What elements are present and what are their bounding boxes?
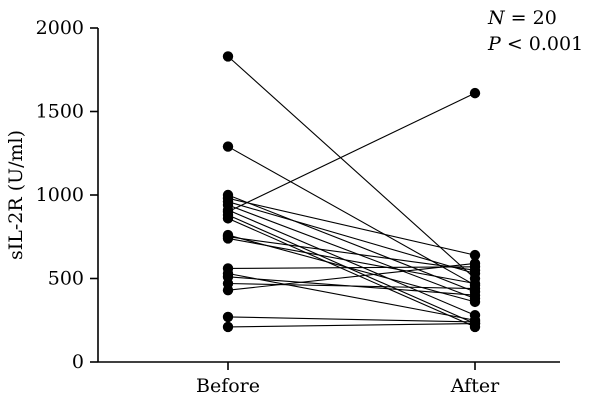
subject-line — [227, 282, 476, 290]
y-tick-label: 2000 — [36, 17, 84, 39]
before-point — [222, 284, 234, 296]
subject-line — [227, 55, 476, 279]
x-axis-ticks: Before After — [196, 362, 500, 397]
subject-line — [227, 217, 476, 328]
subject-line — [227, 323, 476, 328]
subject-line — [227, 201, 476, 275]
subject-line — [227, 316, 476, 323]
after-point — [469, 283, 481, 294]
after-point — [469, 249, 481, 261]
x-tick-label: After — [450, 375, 500, 397]
y-tick-label: 1500 — [36, 101, 84, 123]
x-tick-label: Before — [196, 375, 260, 397]
subject-line — [227, 92, 476, 213]
before-point — [222, 51, 234, 62]
plot-points — [222, 51, 481, 333]
before-point — [222, 311, 234, 323]
before-point — [222, 213, 234, 224]
p-annotation: P < 0.001 — [487, 33, 583, 55]
y-tick-label: 500 — [48, 268, 84, 290]
y-axis-label: sIL-2R (U/ml) — [5, 130, 27, 260]
subject-line — [227, 236, 476, 271]
y-axis-ticks: 0 500 1000 1500 2000 — [36, 17, 98, 373]
subject-line — [227, 237, 476, 285]
plot-lines — [227, 55, 476, 328]
subject-line — [227, 262, 476, 291]
before-point — [222, 141, 234, 152]
n-annotation: N = 20 — [487, 7, 557, 29]
after-point — [469, 258, 481, 269]
subject-line — [227, 272, 476, 321]
subject-line — [227, 209, 476, 316]
subject-line — [227, 204, 476, 300]
subject-line — [227, 197, 476, 256]
subject-line — [227, 214, 476, 325]
before-point — [222, 321, 234, 333]
y-tick-label: 0 — [72, 351, 84, 373]
subject-line — [227, 266, 476, 270]
y-tick-label: 1000 — [36, 184, 84, 206]
before-point — [222, 233, 234, 244]
after-point — [469, 87, 481, 99]
after-point — [469, 318, 481, 329]
